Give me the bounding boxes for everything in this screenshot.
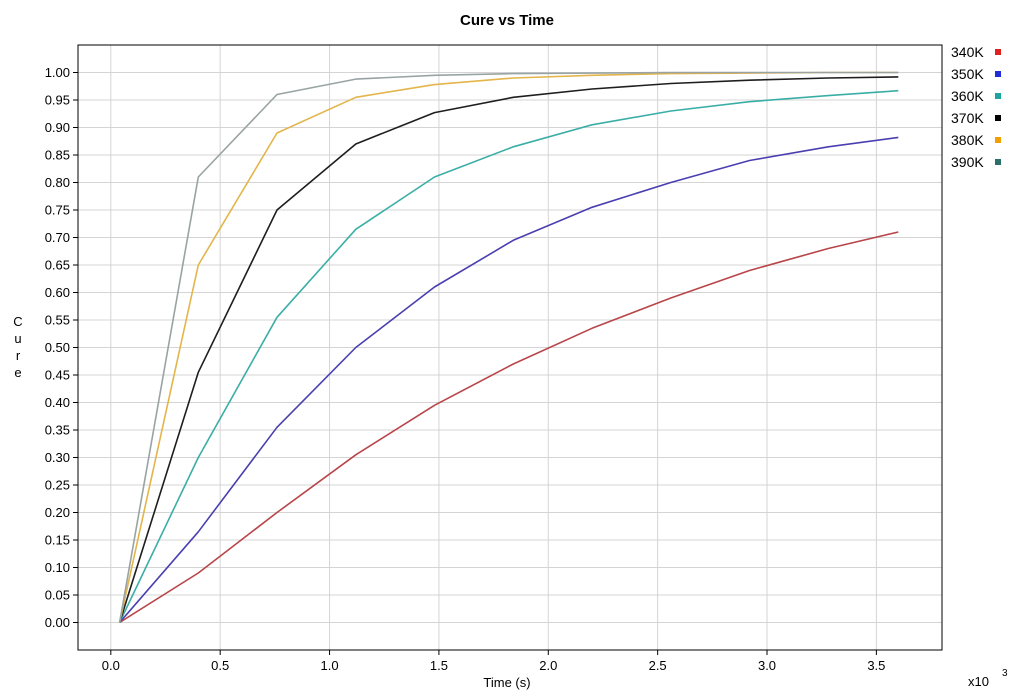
y-tick-label: 0.85 [45,148,70,163]
y-tick-label: 0.95 [45,93,70,108]
y-axis-label-letter: e [14,365,21,380]
legend-swatch [995,159,1001,165]
x-axis-ticks: 0.0 0.5 1.0 1.5 2.0 2.5 3.0 3.5 [102,650,885,673]
legend-swatch [995,49,1001,55]
legend-label: 340K [951,44,984,60]
x-tick-label: 1.5 [430,658,448,673]
legend-swatch [995,137,1001,143]
y-axis-label-letter: C [13,314,22,329]
grid-layer [78,45,942,650]
y-tick-label: 0.60 [45,285,70,300]
series-line-370k [118,76,899,623]
x-multiplier-base: x10 [968,674,989,689]
y-tick-label: 0.70 [45,230,70,245]
y-tick-label: 0.25 [45,478,70,493]
series-line-390k [118,71,899,623]
legend-label: 360K [951,88,984,104]
x-tick-label: 0.0 [102,658,120,673]
y-tick-label: 0.40 [45,395,70,410]
legend-swatch [995,71,1001,77]
y-tick-label: 1.00 [45,65,70,80]
legend-label: 390K [951,154,984,170]
legend-label: 350K [951,66,984,82]
x-tick-label: 2.0 [539,658,557,673]
legend-label: 380K [951,132,984,148]
x-axis-multiplier: x10 3 [968,668,1008,689]
x-axis-label: Time (s) [483,675,530,690]
y-tick-label: 0.80 [45,175,70,190]
series-line-350k [118,136,899,624]
y-tick-label: 0.05 [45,588,70,603]
y-tick-label: 0.20 [45,505,70,520]
y-tick-label: 0.90 [45,120,70,135]
y-axis-label: Cure [13,314,22,380]
legend-label: 370K [951,110,984,126]
series-line-340k [119,231,899,624]
x-tick-label: 0.5 [211,658,229,673]
y-axis-label-letter: u [14,331,21,346]
legend-swatch [995,115,1001,121]
legend-swatch [995,93,1001,99]
series-layer [118,71,899,624]
chart-title: Cure vs Time [460,12,554,29]
y-tick-label: 0.30 [45,450,70,465]
x-tick-label: 1.0 [321,658,339,673]
legend: 340K 350K 360K 370K 380K 390K [951,44,1001,170]
y-tick-label: 0.15 [45,533,70,548]
y-tick-label: 0.45 [45,368,70,383]
y-tick-label: 0.55 [45,313,70,328]
series-line-360k [118,89,899,623]
x-tick-label: 3.5 [867,658,885,673]
y-axis-label-letter: r [16,348,21,363]
y-tick-label: 0.75 [45,203,70,218]
x-tick-label: 2.5 [649,658,667,673]
x-tick-label: 3.0 [758,658,776,673]
y-tick-label: 0.65 [45,258,70,273]
y-tick-label: 0.50 [45,340,70,355]
y-tick-label: 0.00 [45,615,70,630]
x-multiplier-exponent: 3 [1002,668,1008,679]
y-tick-label: 0.35 [45,423,70,438]
y-tick-label: 0.10 [45,560,70,575]
y-axis-ticks: 0.00 0.05 0.10 0.15 0.20 0.25 0.30 0.35 0.40 0.45… [45,65,78,630]
